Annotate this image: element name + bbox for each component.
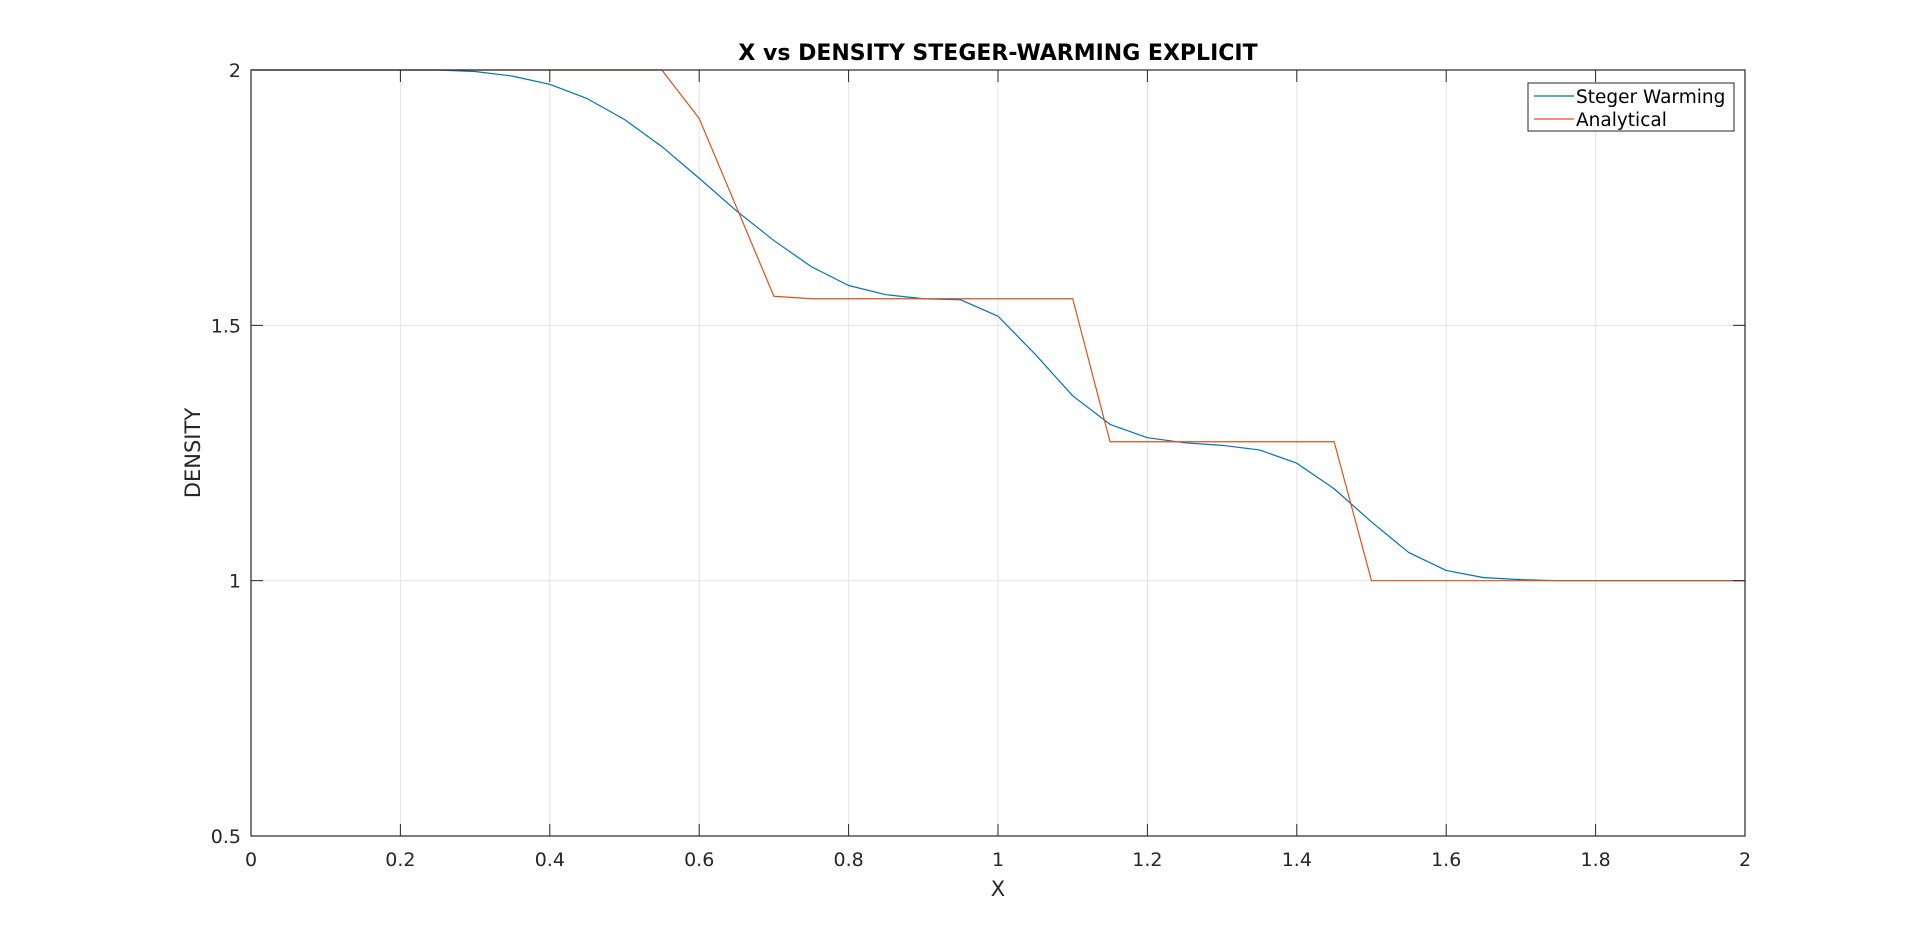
x-tick-label: 1 (992, 849, 1004, 871)
series-line-steger-warming (251, 69, 1745, 582)
y-axis-label: DENSITY (181, 408, 205, 498)
series-lines (251, 69, 1745, 582)
x-tick-label: 0.8 (833, 849, 863, 871)
y-tick-label: 1.5 (211, 315, 241, 337)
x-tick-label: 1.8 (1580, 849, 1610, 871)
chart-title: X vs DENSITY STEGER-WARMING EXPLICIT (738, 41, 1257, 66)
legend-box (1527, 82, 1735, 132)
tick-labels: 0 0.2 0.4 0.6 0.8 1 1.2 1.4 1.6 1.8 2 0.5 1 1.5 2 (211, 60, 1751, 871)
x-tick-label: 1.6 (1431, 849, 1461, 871)
legend-label-analytical: Analytical (1576, 110, 1667, 131)
legend-label-steger-warming: Steger Warming (1576, 87, 1725, 108)
axes (250, 69, 1746, 837)
y-tick-label: 0.5 (211, 826, 241, 848)
y-tick-label: 1 (229, 571, 241, 593)
x-tick-label: 0.2 (385, 849, 415, 871)
x-tick-label: 0.6 (684, 849, 714, 871)
y-tick-label: 2 (229, 60, 241, 82)
x-tick-label: 0 (245, 849, 257, 871)
x-tick-label: 2 (1739, 849, 1751, 871)
x-tick-label: 1.2 (1132, 849, 1162, 871)
x-tick-label: 1.4 (1282, 849, 1312, 871)
x-tick-label: 0.4 (535, 849, 565, 871)
x-axis-label: X (991, 877, 1005, 901)
series-line-analytical (251, 69, 1745, 582)
